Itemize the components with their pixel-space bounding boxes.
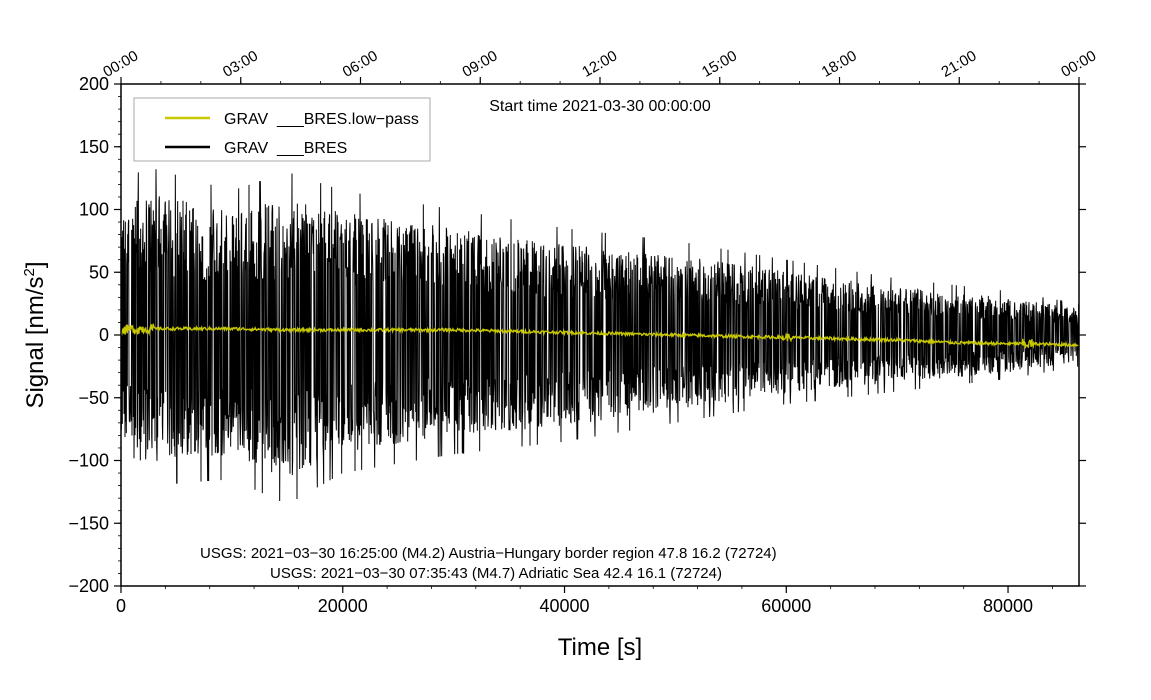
y-tick-label: 200	[79, 74, 109, 94]
event-note-2: USGS: 2021−03−30 07:35:43 (M4.7) Adriati…	[270, 565, 722, 582]
start-time-annotation: Start time 2021-03-30 00:00:00	[489, 98, 711, 115]
x-tick-label: 80000	[983, 596, 1033, 616]
series-line-raw	[121, 169, 1079, 501]
y-axis-title-main: Signal [nm/s	[22, 276, 49, 408]
y-axis-title-tail: ]	[22, 261, 49, 268]
y-tick-label: 100	[79, 200, 109, 220]
event-note-1: USGS: 2021−03−30 16:25:00 (M4.2) Austria…	[200, 545, 777, 562]
y-tick-label: −100	[68, 451, 109, 471]
legend-box	[133, 97, 431, 162]
legend: GRAV ___BRES.low−pass GRAV ___BRES	[133, 97, 431, 162]
y-axis-title-sup: 2	[21, 268, 38, 276]
y-tick-label: −50	[78, 388, 109, 408]
legend-label-raw: GRAV ___BRES	[224, 140, 347, 157]
y-axis-title: Signal [nm/s2]	[21, 261, 49, 408]
y-tick-label: 50	[89, 262, 109, 282]
data-layer	[121, 169, 1079, 501]
series-line-lowpass	[121, 323, 1079, 350]
y-tick-label: −150	[68, 513, 109, 533]
legend-label-lowpass: GRAV ___BRES.low−pass	[224, 111, 419, 128]
x-axis-title: Time [s]	[558, 634, 642, 661]
x-tick-label: 40000	[539, 596, 589, 616]
y-tick-label: 0	[99, 325, 109, 345]
x-tick-label: 0	[116, 596, 126, 616]
y-tick-label: −200	[68, 576, 109, 596]
x-tick-label: 60000	[761, 596, 811, 616]
y-tick-label: 150	[79, 137, 109, 157]
x-tick-label: 20000	[318, 596, 368, 616]
